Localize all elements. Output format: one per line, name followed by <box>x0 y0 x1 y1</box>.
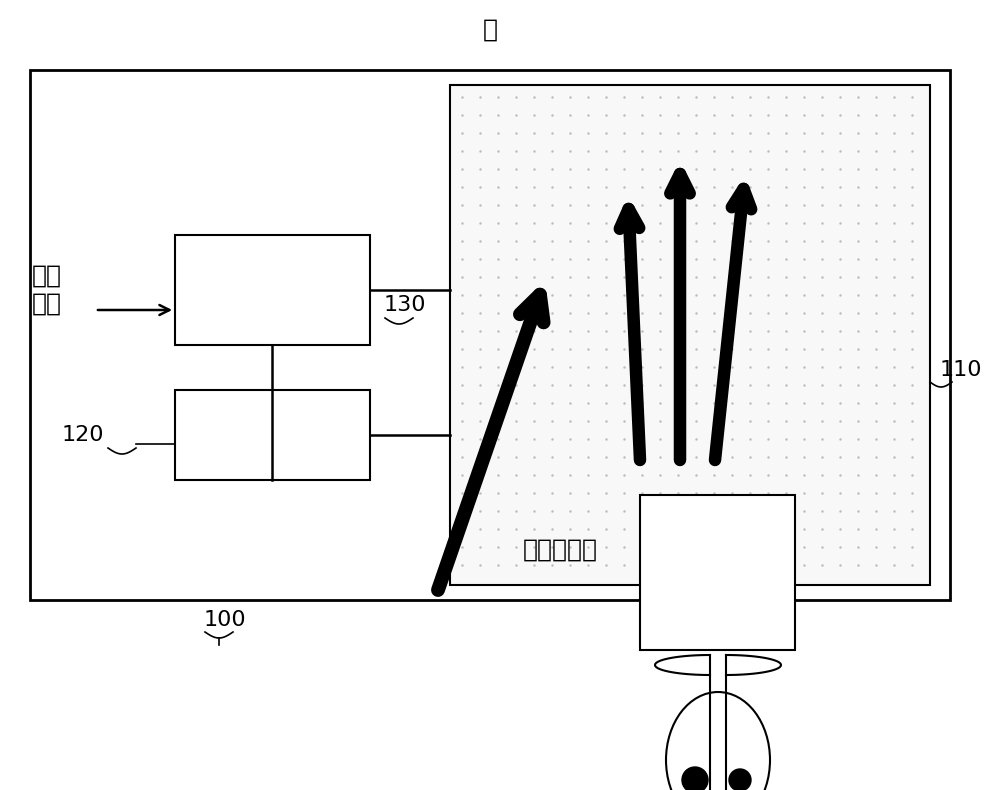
Text: 130: 130 <box>384 295 426 315</box>
Bar <box>175 390 370 480</box>
Bar <box>640 495 795 650</box>
Circle shape <box>682 767 708 790</box>
Text: 信息处理: 信息处理 <box>242 296 302 320</box>
Bar <box>175 235 370 345</box>
Circle shape <box>729 769 751 790</box>
Text: 100: 100 <box>204 610 246 630</box>
Text: 单元: 单元 <box>257 256 287 280</box>
Text: 光扩散元件: 光扩散元件 <box>522 538 598 562</box>
Text: 光: 光 <box>482 18 498 42</box>
Text: 驱动电路: 驱动电路 <box>242 423 302 447</box>
Bar <box>450 85 930 585</box>
Text: 臉部
信息: 臉部 信息 <box>32 264 62 316</box>
Text: 120: 120 <box>62 425 104 445</box>
Text: 110: 110 <box>940 360 982 380</box>
Ellipse shape <box>666 692 770 790</box>
Bar <box>30 70 950 600</box>
